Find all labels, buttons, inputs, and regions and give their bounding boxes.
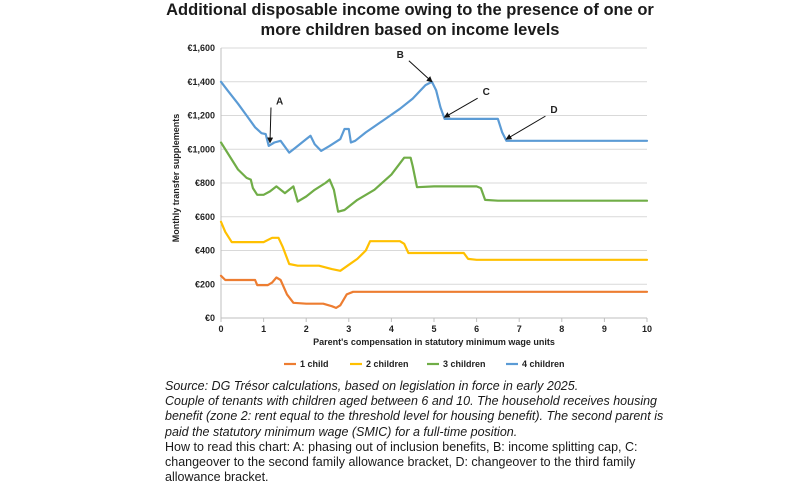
legend-label: 2 children: [366, 359, 409, 369]
annotation-label: D: [550, 105, 557, 116]
y-tick-label: €1,200: [187, 111, 215, 121]
y-tick-label: €1,400: [187, 77, 215, 87]
legend-label: 4 children: [522, 359, 565, 369]
legend-label: 3 children: [443, 359, 486, 369]
x-tick-label: 6: [474, 324, 479, 334]
annotations: A B C D: [267, 50, 558, 144]
annotation-arrow: [408, 60, 433, 83]
annotation-arrow: [505, 115, 546, 140]
x-tick-label: 2: [304, 324, 309, 334]
y-tick-label: €0: [205, 313, 215, 323]
legend-label: 1 child: [300, 359, 329, 369]
y-tick-label: €600: [195, 212, 215, 222]
y-tick-label: €800: [195, 178, 215, 188]
series-lines: [219, 80, 649, 309]
y-axis-ticks: €0 €200 €400 €600 €800 €1,000 €1,200 €1,400 €1,6…: [187, 43, 215, 323]
source-note: Source: DG Trésor calculations, based on…: [165, 379, 665, 485]
series-line-1: [219, 274, 649, 309]
how-to-read-note: How to read this chart: A: phasing out o…: [165, 439, 638, 485]
x-tick-label: 10: [642, 324, 652, 334]
chart-title: Additional disposable income owing to th…: [166, 1, 654, 39]
line-chart: €0 €200 €400 €600 €800 €1,000 €1,200 €1,400 €1,6…: [171, 43, 652, 369]
x-tick-label: 3: [346, 324, 351, 334]
y-tick-label: €1,600: [187, 43, 215, 53]
x-tick-label: 0: [218, 324, 223, 334]
series-line-4: [219, 80, 649, 154]
y-tick-label: €200: [195, 279, 215, 289]
method-note: Couple of tenants with children aged bet…: [165, 394, 664, 439]
series-line-2: [219, 220, 649, 272]
x-tick-label: 8: [559, 324, 564, 334]
x-tick-label: 5: [431, 324, 436, 334]
y-axis-label: Monthly transfer supplements: [171, 114, 181, 243]
y-tick-label: €1,000: [187, 144, 215, 154]
annotation-label: C: [483, 87, 490, 98]
x-tick-label: 7: [517, 324, 522, 334]
y-tick-label: €400: [195, 246, 215, 256]
legend: 1 child 2 children 3 children 4 children: [284, 359, 565, 369]
annotation-arrow: [443, 97, 478, 118]
x-axis-ticks: 0 1 2 3 4 5 6 7 8 9 10: [218, 318, 652, 334]
x-tick-label: 9: [602, 324, 607, 334]
annotation-label: A: [276, 97, 283, 108]
series-line-3: [219, 141, 649, 213]
x-tick-label: 1: [261, 324, 266, 334]
source-line: Source: DG Trésor calculations, based on…: [165, 379, 579, 393]
grid-lines: [221, 47, 647, 285]
x-tick-label: 4: [389, 324, 394, 334]
x-axis-label: Parent's compensation in statutory minim…: [313, 337, 555, 347]
annotation-label: B: [397, 50, 404, 61]
annotation-arrow: [267, 107, 274, 144]
